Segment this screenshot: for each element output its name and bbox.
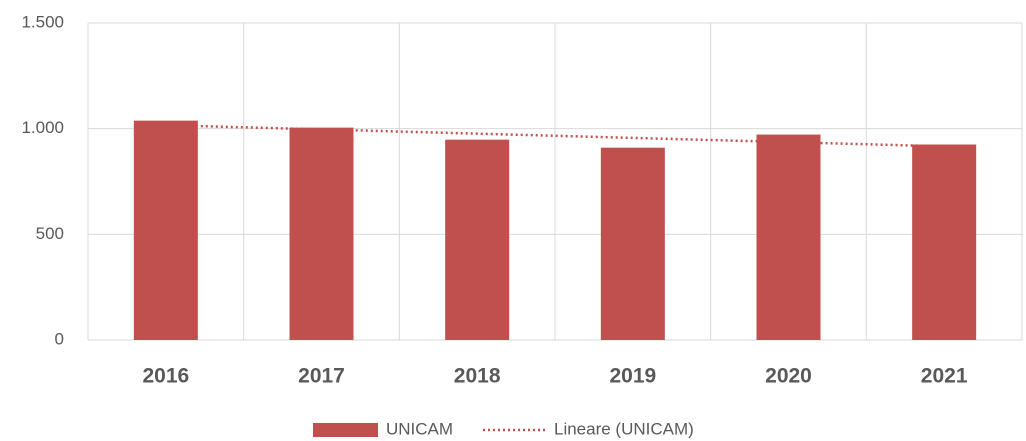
bar bbox=[912, 144, 977, 340]
bar bbox=[756, 134, 821, 340]
x-tick-label: 2021 bbox=[921, 365, 968, 388]
x-tick-label: 2020 bbox=[765, 365, 812, 388]
bar bbox=[600, 147, 665, 340]
bar bbox=[133, 120, 198, 340]
y-tick-label: 1.000 bbox=[21, 118, 64, 137]
x-tick-label: 2019 bbox=[609, 365, 656, 388]
x-tick-label: 2016 bbox=[142, 365, 189, 388]
x-tick-label: 2018 bbox=[454, 365, 501, 388]
legend-label: UNICAM bbox=[386, 419, 453, 438]
y-tick-label: 0 bbox=[55, 329, 64, 348]
legend-swatch bbox=[313, 423, 378, 437]
y-tick-label: 1.500 bbox=[21, 12, 64, 31]
x-tick-label: 2017 bbox=[298, 365, 345, 388]
bar bbox=[289, 127, 354, 340]
legend-label: Lineare (UNICAM) bbox=[554, 419, 694, 438]
y-tick-label: 500 bbox=[36, 224, 64, 243]
bar bbox=[445, 139, 510, 340]
